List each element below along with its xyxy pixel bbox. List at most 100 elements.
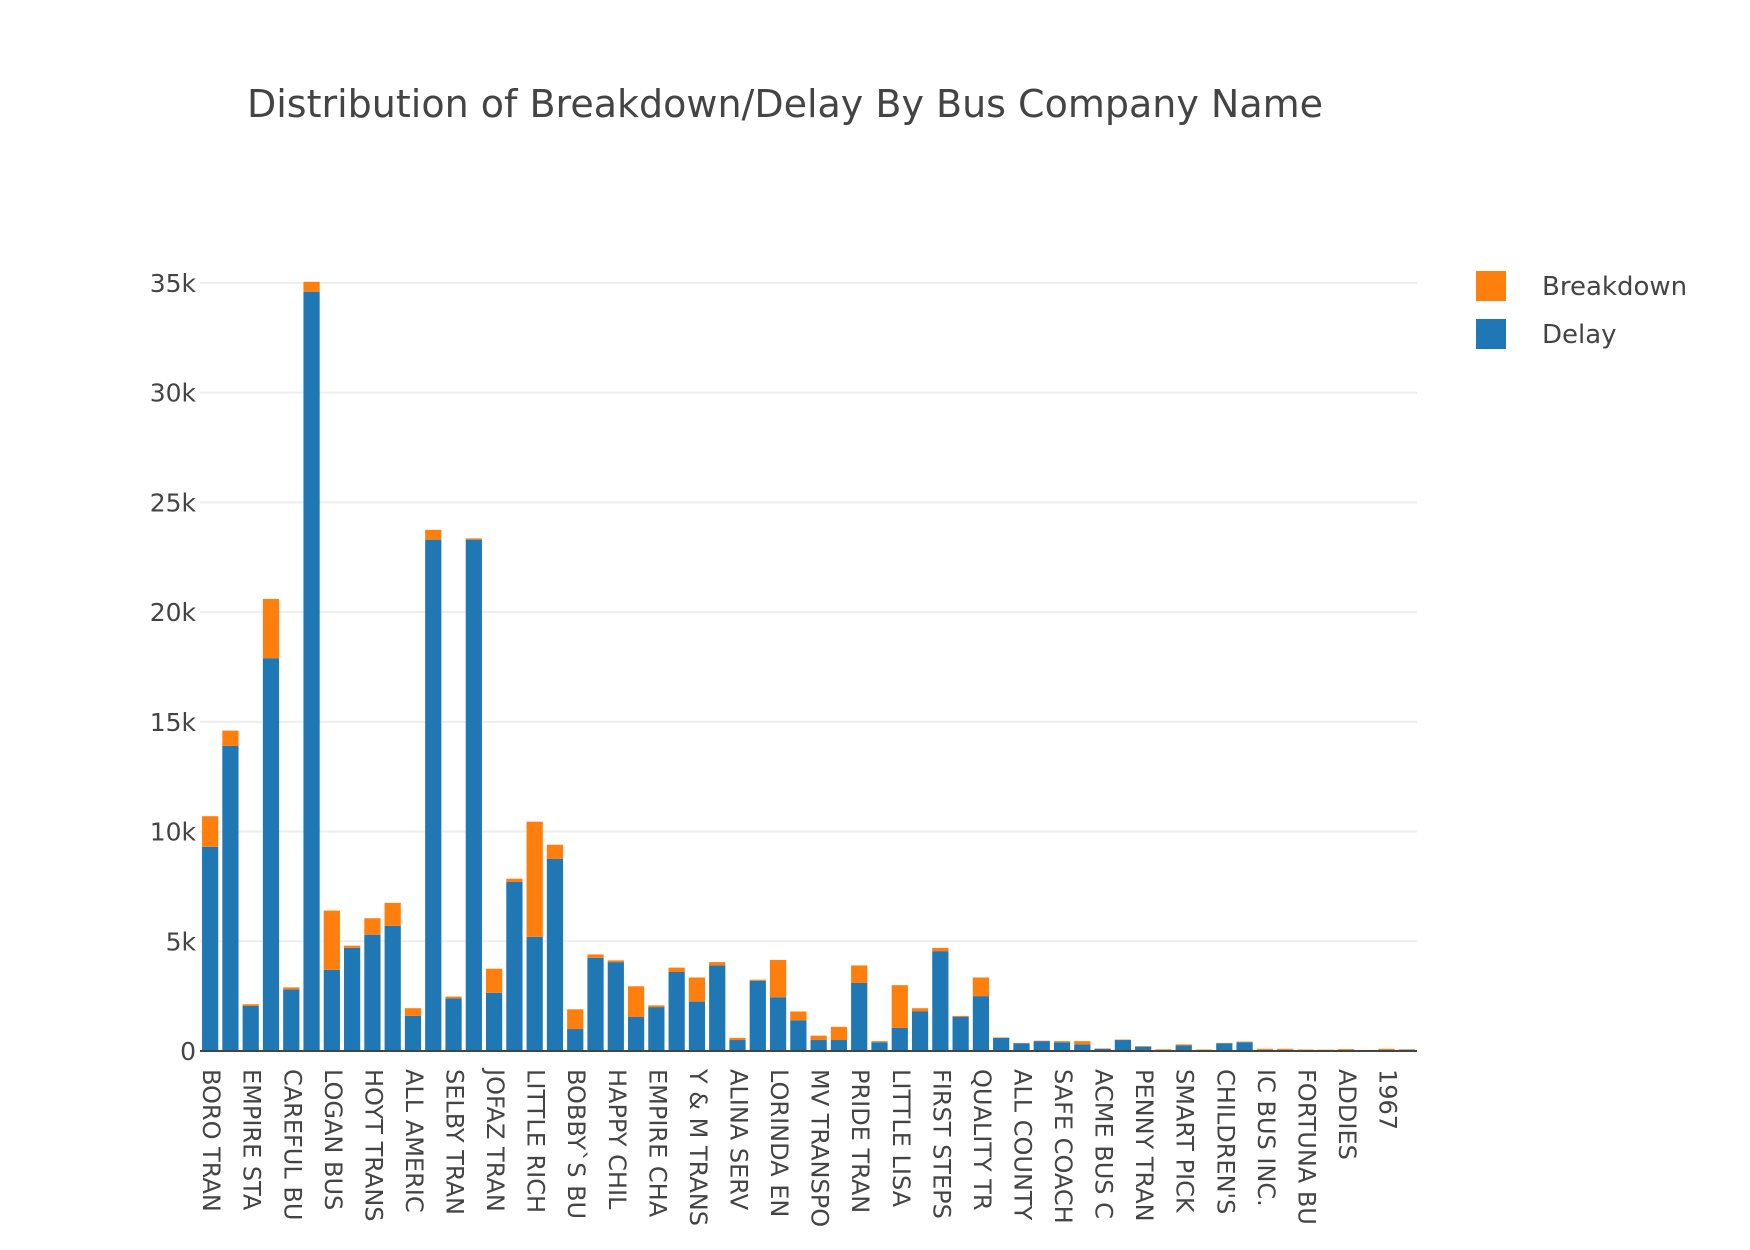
bar-breakdown[interactable] [1074, 1041, 1091, 1045]
bar-breakdown[interactable] [668, 967, 685, 972]
bar-delay[interactable] [627, 1016, 645, 1051]
bar-breakdown[interactable] [851, 965, 868, 983]
bar-breakdown[interactable] [202, 816, 219, 847]
bar-breakdown[interactable] [1256, 1048, 1273, 1050]
bar-delay[interactable] [972, 996, 990, 1051]
bar-breakdown[interactable] [404, 1008, 422, 1016]
bar-delay[interactable] [546, 858, 564, 1051]
bar-breakdown[interactable] [1277, 1048, 1294, 1050]
bar-breakdown[interactable] [222, 730, 239, 746]
bar-breakdown[interactable] [546, 844, 564, 859]
bar-delay[interactable] [465, 539, 482, 1051]
bar-delay[interactable] [262, 658, 280, 1051]
bar-breakdown[interactable] [1236, 1041, 1253, 1043]
bar-breakdown[interactable] [425, 529, 442, 540]
bar-breakdown[interactable] [1155, 1049, 1172, 1050]
bar-delay[interactable] [952, 1016, 969, 1051]
bar-delay[interactable] [526, 936, 543, 1051]
bar-breakdown[interactable] [445, 996, 462, 999]
bar-delay[interactable] [709, 965, 726, 1051]
bar-delay[interactable] [1033, 1041, 1050, 1051]
bar-delay[interactable] [283, 989, 300, 1051]
bar-breakdown[interactable] [769, 959, 787, 998]
bar-breakdown[interactable] [891, 985, 908, 1028]
legend-item-delay[interactable]: Delay [1476, 319, 1617, 350]
bar-delay[interactable] [1114, 1040, 1132, 1051]
bar-delay[interactable] [344, 947, 361, 1051]
bar-delay[interactable] [1013, 1043, 1030, 1051]
bar-delay[interactable] [445, 998, 462, 1051]
legend[interactable]: Breakdown Delay [1476, 271, 1687, 350]
bar-breakdown[interactable] [749, 979, 766, 981]
bar-delay[interactable] [830, 1040, 848, 1051]
bar-delay[interactable] [668, 971, 685, 1051]
bar-delay[interactable] [810, 1040, 827, 1051]
bar-delay[interactable] [648, 1007, 665, 1051]
bar-delay[interactable] [485, 992, 503, 1051]
bar-delay[interactable] [384, 925, 401, 1051]
bar-breakdown[interactable] [830, 1026, 848, 1041]
bar-delay[interactable] [1175, 1045, 1192, 1051]
bar-breakdown[interactable] [465, 538, 482, 540]
bar-delay[interactable] [1053, 1042, 1071, 1051]
bar-breakdown[interactable] [303, 281, 320, 292]
bar-delay[interactable] [1074, 1044, 1091, 1051]
bar-breakdown[interactable] [283, 987, 300, 990]
bar-breakdown[interactable] [688, 977, 706, 1002]
bar-delay[interactable] [364, 934, 381, 1051]
bar-breakdown[interactable] [587, 954, 604, 958]
bar-delay[interactable] [932, 951, 949, 1051]
bar-breakdown[interactable] [323, 910, 340, 970]
bar-breakdown[interactable] [911, 1008, 929, 1012]
bar-breakdown[interactable] [242, 1004, 259, 1007]
bar-delay[interactable] [202, 846, 219, 1051]
bar-delay[interactable] [323, 969, 340, 1051]
bar-delay[interactable] [587, 957, 604, 1051]
bar-breakdown[interactable] [932, 947, 949, 952]
bar-breakdown[interactable] [607, 960, 624, 963]
bar-delay[interactable] [404, 1015, 422, 1051]
bar-delay[interactable] [769, 997, 787, 1051]
bar-delay[interactable] [911, 1011, 929, 1051]
bar-breakdown[interactable] [871, 1041, 888, 1043]
bar-breakdown[interactable] [364, 918, 381, 935]
legend-item-breakdown[interactable]: Breakdown [1476, 271, 1687, 302]
bar-delay[interactable] [1236, 1042, 1253, 1051]
bar-delay[interactable] [303, 291, 320, 1051]
bar-breakdown[interactable] [972, 977, 990, 997]
bar-breakdown[interactable] [648, 1005, 665, 1008]
bar-delay[interactable] [607, 962, 624, 1051]
bar-breakdown[interactable] [262, 598, 280, 659]
bar-delay[interactable] [749, 980, 766, 1051]
bar-delay[interactable] [222, 745, 239, 1051]
bar-breakdown[interactable] [1337, 1049, 1355, 1050]
bar-delay[interactable] [790, 1020, 807, 1051]
bar-delay[interactable] [871, 1042, 888, 1051]
bar-breakdown[interactable] [952, 1015, 969, 1017]
bar-delay[interactable] [891, 1027, 908, 1051]
bar-breakdown[interactable] [729, 1037, 746, 1041]
bar-breakdown[interactable] [1053, 1041, 1071, 1043]
bar-breakdown[interactable] [567, 1009, 584, 1030]
bar-delay[interactable] [242, 1006, 259, 1051]
bar-delay[interactable] [851, 982, 868, 1051]
bar-delay[interactable] [567, 1029, 584, 1051]
bar-delay[interactable] [1094, 1048, 1111, 1051]
bar-delay[interactable] [506, 882, 523, 1051]
bar-breakdown[interactable] [384, 902, 401, 926]
bar-delay[interactable] [425, 539, 442, 1051]
bar-breakdown[interactable] [709, 962, 726, 966]
bar-breakdown[interactable] [627, 986, 645, 1017]
bar-delay[interactable] [1216, 1043, 1233, 1051]
bar-delay[interactable] [1135, 1046, 1152, 1051]
bar-breakdown[interactable] [1175, 1044, 1192, 1046]
bar-breakdown[interactable] [485, 968, 503, 993]
bar-breakdown[interactable] [810, 1035, 827, 1041]
bar-breakdown[interactable] [790, 1011, 807, 1021]
bar-delay[interactable] [688, 1001, 706, 1051]
bar-delay[interactable] [729, 1040, 746, 1051]
bar-delay[interactable] [993, 1037, 1010, 1051]
bar-breakdown[interactable] [344, 945, 361, 948]
bar-breakdown[interactable] [506, 878, 523, 883]
bar-breakdown[interactable] [526, 821, 543, 937]
